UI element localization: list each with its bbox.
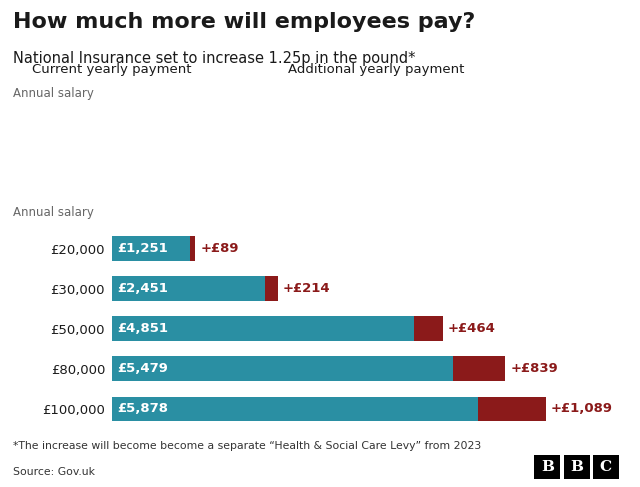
Bar [112, 356, 453, 381]
Text: Current yearly payment: Current yearly payment [32, 63, 191, 76]
Text: £2,451: £2,451 [117, 282, 168, 295]
Text: C: C [600, 460, 612, 474]
Text: £1,251: £1,251 [117, 242, 168, 255]
Bar [112, 396, 478, 421]
Text: Additional yearly payment: Additional yearly payment [288, 63, 464, 76]
Text: Annual salary: Annual salary [13, 87, 93, 100]
FancyBboxPatch shape [534, 454, 561, 480]
Text: +£1,089: +£1,089 [551, 402, 613, 415]
Text: National Insurance set to increase 1.25p in the pound*: National Insurance set to increase 1.25p… [13, 51, 415, 66]
Text: How much more will employees pay?: How much more will employees pay? [13, 12, 475, 32]
Text: *The increase will become become a separate “Health & Social Care Levy” from 202: *The increase will become become a separ… [13, 441, 481, 451]
Text: +£89: +£89 [200, 242, 239, 255]
Bar [453, 356, 506, 381]
Text: Annual salary: Annual salary [13, 206, 93, 219]
Text: £5,878: £5,878 [117, 402, 168, 415]
FancyBboxPatch shape [593, 454, 619, 480]
Bar [264, 276, 278, 301]
Bar [414, 316, 443, 341]
Text: +£464: +£464 [448, 322, 496, 335]
Text: B: B [541, 460, 554, 474]
Text: Source: Gov.uk: Source: Gov.uk [13, 467, 95, 477]
Text: £4,851: £4,851 [117, 322, 168, 335]
Text: +£839: +£839 [511, 362, 558, 375]
Text: B: B [570, 460, 583, 474]
Text: +£214: +£214 [283, 282, 330, 295]
Bar [112, 316, 414, 341]
Bar [190, 236, 195, 261]
Bar [112, 276, 264, 301]
Text: £5,479: £5,479 [117, 362, 168, 375]
Bar [112, 236, 190, 261]
Bar [478, 396, 546, 421]
FancyBboxPatch shape [564, 454, 589, 480]
